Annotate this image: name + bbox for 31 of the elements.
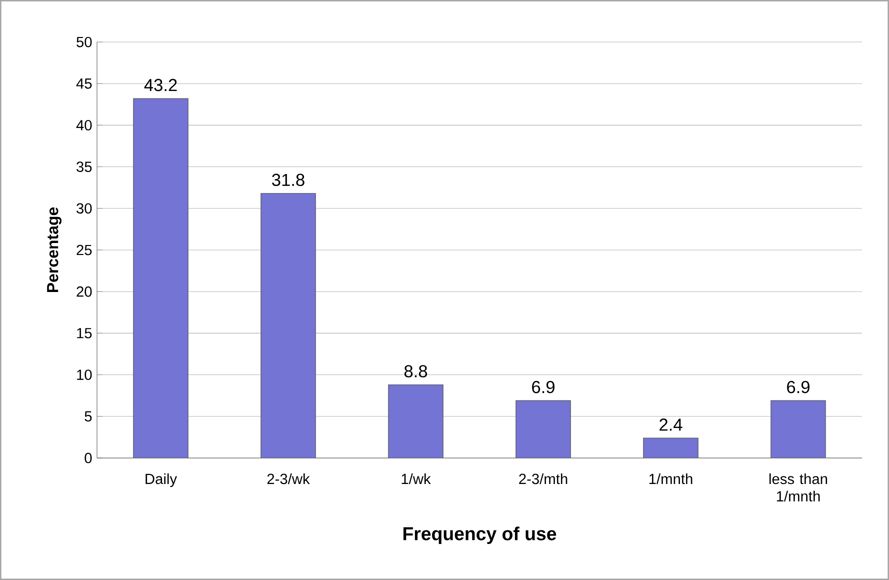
x-tick-label: 2-3/wk bbox=[267, 473, 310, 484]
y-axis-title: Percentage bbox=[47, 207, 62, 292]
data-label: 31.8 bbox=[272, 174, 304, 186]
data-label: 43.2 bbox=[144, 78, 177, 92]
x-tick-label: 1/mnth bbox=[649, 473, 692, 484]
bar bbox=[260, 193, 316, 458]
y-tick-label: 5 bbox=[84, 411, 92, 422]
data-label: 6.9 bbox=[532, 380, 554, 394]
bar bbox=[388, 384, 444, 458]
bar bbox=[516, 400, 571, 458]
x-tick-label: 1/wk bbox=[402, 473, 431, 484]
y-tick-label: 50 bbox=[76, 36, 92, 48]
y-tick-label: 10 bbox=[77, 370, 92, 380]
y-tick-label: 35 bbox=[76, 162, 92, 172]
y-tick-label: 45 bbox=[76, 78, 92, 89]
bar bbox=[770, 400, 826, 458]
data-label: 6.9 bbox=[787, 380, 810, 394]
x-axis-title: Frequency of use bbox=[403, 526, 556, 544]
bar bbox=[643, 438, 698, 458]
y-tick-label: 25 bbox=[76, 244, 92, 256]
x-tick-label: Daily bbox=[146, 473, 178, 488]
y-tick-label: 15 bbox=[77, 328, 92, 338]
y-tick-label: 30 bbox=[76, 203, 92, 214]
x-tick-label: 2-3/mth bbox=[519, 473, 568, 484]
x-tick-label: less than 1/mnth bbox=[769, 473, 828, 502]
data-label: 2.4 bbox=[660, 418, 682, 431]
y-tick-label: 20 bbox=[76, 286, 92, 297]
bar bbox=[133, 98, 188, 458]
y-tick-label: 0 bbox=[84, 452, 92, 464]
data-label: 8.8 bbox=[404, 365, 428, 378]
y-tick-label: 40 bbox=[76, 120, 92, 130]
